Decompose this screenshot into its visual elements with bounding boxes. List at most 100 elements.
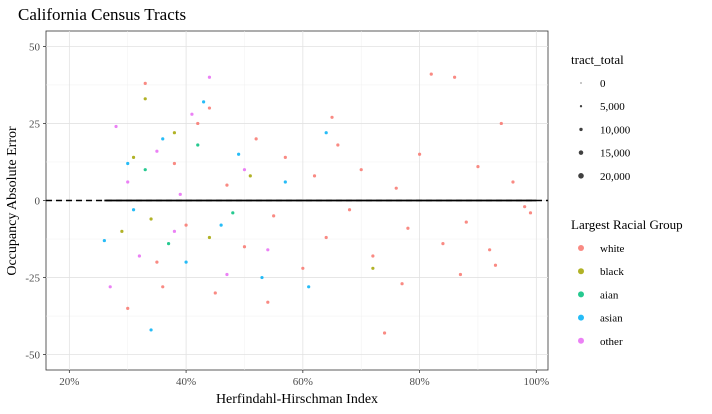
data-point-white [225, 183, 229, 187]
data-point-black [149, 217, 153, 221]
legend-color-label: aian [600, 289, 619, 301]
x-tick-label: 60% [293, 376, 313, 388]
legend-size-title: tract_total [571, 52, 624, 67]
data-point-black [143, 97, 147, 101]
legend-color-key-aian [578, 291, 584, 298]
data-point-asian [219, 223, 223, 227]
legend-size-key [578, 150, 584, 155]
data-point-black [371, 266, 375, 270]
data-point-white [254, 137, 258, 141]
data-point-white [394, 186, 398, 190]
legend-color-label: white [600, 243, 625, 255]
data-point-other [242, 168, 247, 172]
data-point-white [382, 331, 387, 335]
legend-color-key-white [578, 245, 584, 251]
data-point-other [114, 124, 118, 129]
data-point-other [137, 254, 141, 258]
legend-color-label: black [600, 266, 624, 278]
data-point-white [213, 291, 217, 295]
data-point-other [190, 112, 194, 116]
data-point-white [336, 143, 340, 147]
data-point-white [126, 306, 130, 310]
data-point-white [371, 254, 375, 258]
data-point-white [406, 226, 410, 230]
data-point-white [417, 152, 422, 156]
x-tick-label: 40% [176, 376, 196, 388]
y-axis-label: Occupancy Absolute Error [5, 126, 20, 276]
data-point-white [458, 272, 463, 277]
legend-color-label: asian [600, 313, 623, 325]
data-point-white [242, 245, 247, 249]
legend-size-label: 10,000 [600, 124, 631, 136]
data-point-white [499, 121, 503, 126]
data-point-other [126, 180, 130, 184]
y-axis-ticks: -50 -25 0 25 50 [25, 41, 46, 362]
data-point-white [196, 121, 200, 126]
data-point-other [172, 229, 177, 233]
legend-size-key [579, 127, 583, 132]
chart-title: California Census Tracts [18, 5, 186, 24]
legend-size-label: 5,000 [600, 101, 625, 113]
data-point-white [429, 72, 433, 76]
data-point-white [272, 214, 276, 218]
legend-size-label: 0 [600, 78, 606, 90]
legend-racial-group: Largest Racial Group white black aian asian… [571, 217, 683, 348]
legend-color-label: other [600, 336, 623, 348]
data-point-white [283, 155, 287, 159]
legend-color-title: Largest Racial Group [571, 217, 683, 232]
data-point-asian [324, 131, 328, 135]
legend-size-key [580, 82, 582, 84]
data-point-white [207, 106, 212, 110]
data-point-black [120, 229, 124, 233]
data-point-white [143, 81, 147, 85]
data-point-asian [149, 328, 153, 332]
data-point-white [488, 248, 492, 252]
data-point-black [248, 174, 252, 178]
x-axis-ticks: 20% 40% 60% 80% 100% [59, 370, 549, 388]
y-tick-label: -25 [25, 273, 40, 285]
data-point-white [184, 223, 188, 227]
data-point-aian [231, 211, 235, 215]
data-point-white [476, 165, 480, 169]
data-point-asian [260, 275, 264, 280]
data-point-asian [237, 152, 241, 156]
y-tick-label: 0 [35, 196, 41, 208]
data-point-aian [143, 168, 147, 172]
data-point-asian [126, 161, 130, 166]
data-point-white [312, 174, 317, 178]
legend-color-key-other [578, 337, 584, 344]
data-point-black [172, 131, 177, 135]
data-point-white [511, 180, 515, 184]
data-point-black [207, 235, 212, 240]
x-tick-label: 20% [59, 376, 79, 388]
data-point-aian [166, 242, 171, 246]
data-point-other [178, 192, 182, 196]
x-axis-label: Herfindahl-Hirschman Index [216, 392, 378, 407]
x-tick-label: 80% [409, 376, 429, 388]
legend-color-key-asian [578, 314, 584, 321]
legend-size-label: 15,000 [600, 148, 631, 160]
data-points [102, 72, 533, 335]
data-point-white [523, 205, 527, 209]
data-point-white [400, 282, 404, 286]
data-point-asian [307, 285, 311, 289]
data-point-white [172, 161, 177, 166]
data-point-black [131, 155, 136, 159]
data-point-other [225, 272, 229, 277]
legend-color-key-black [578, 268, 584, 275]
data-point-white [464, 220, 468, 224]
data-point-asian [161, 137, 165, 141]
legend-size-key [579, 105, 583, 108]
data-point-white [330, 115, 334, 119]
data-point-white [347, 208, 352, 212]
data-point-white [266, 300, 270, 304]
y-tick-label: -50 [25, 350, 40, 362]
data-point-other [266, 248, 270, 252]
data-point-aian [196, 143, 200, 147]
data-point-white [493, 263, 498, 267]
x-tick-label: 100% [523, 376, 549, 388]
data-point-white [155, 260, 159, 264]
y-tick-label: 25 [29, 118, 41, 130]
data-point-asian [202, 100, 206, 104]
